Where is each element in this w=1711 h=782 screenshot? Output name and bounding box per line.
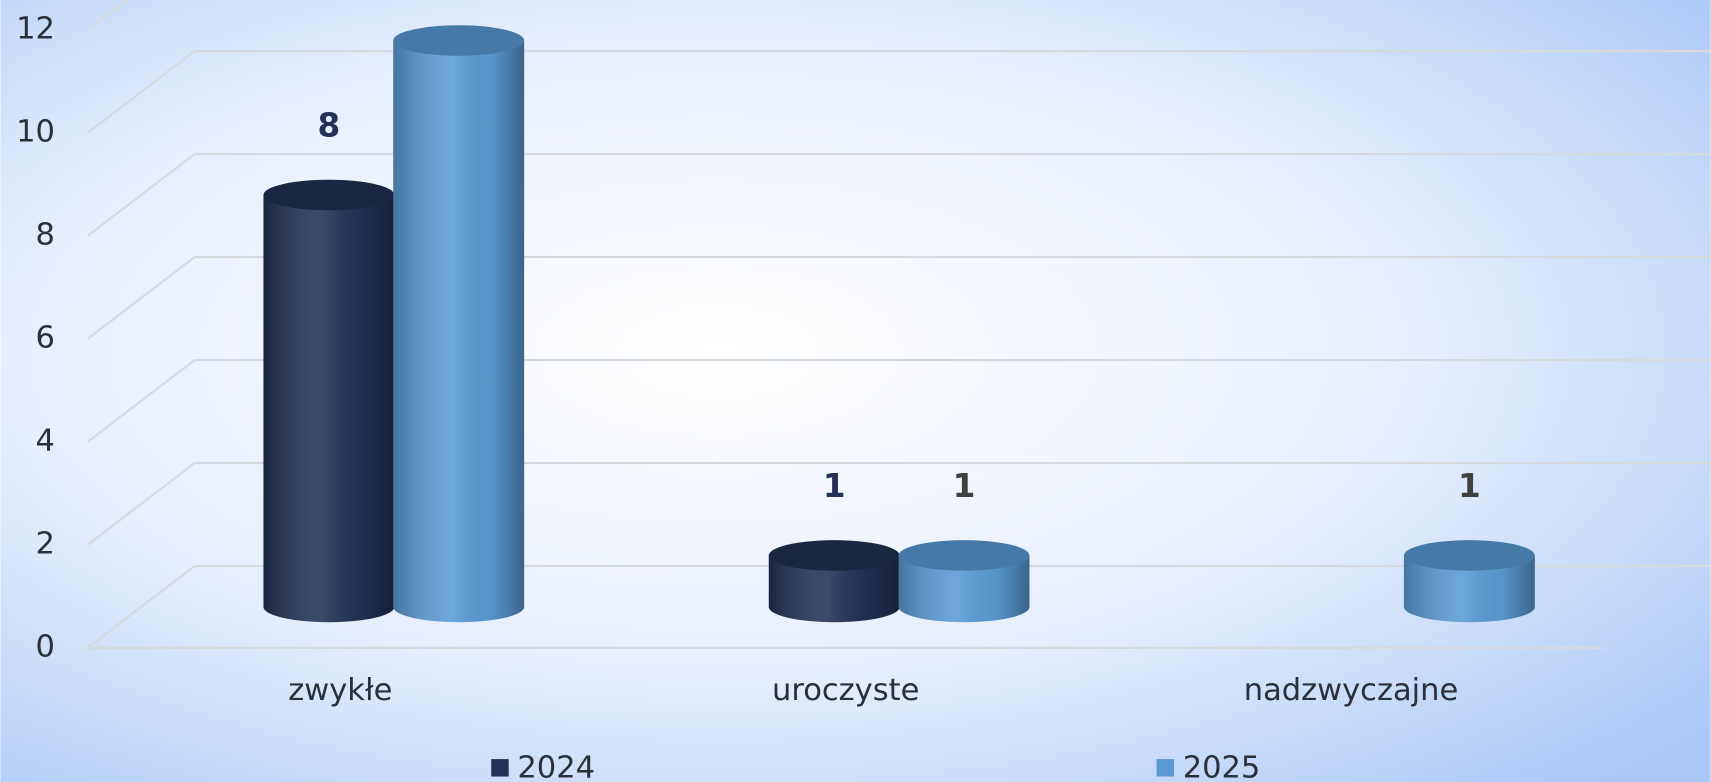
legend-label: 2024 xyxy=(517,750,595,782)
cylinder xyxy=(898,540,1030,623)
legend-swatch xyxy=(491,759,509,777)
legend-label: 2025 xyxy=(1183,750,1261,782)
bar-shade xyxy=(393,40,525,623)
y-tick-label: 10 xyxy=(16,114,55,149)
bar-shade xyxy=(1403,555,1535,623)
bar-top xyxy=(768,540,900,571)
bar-top-shade xyxy=(263,179,395,211)
bar-top xyxy=(263,179,395,211)
data-label: 1 xyxy=(953,467,976,505)
bar-top-shade xyxy=(1403,540,1535,571)
grid-line xyxy=(87,359,196,443)
cylinder xyxy=(768,540,900,623)
bar-top xyxy=(898,540,1030,571)
y-tick-label: 2 xyxy=(36,526,55,561)
x-tick-label: nadzwyczajne xyxy=(1244,673,1459,708)
bar-shade xyxy=(898,555,1030,623)
cylinder xyxy=(1403,540,1535,623)
data-label: 1 xyxy=(1458,467,1481,505)
grid-line xyxy=(87,565,196,649)
bar-top-shade xyxy=(768,540,900,571)
cylinder xyxy=(393,25,525,623)
bar-shade xyxy=(768,555,900,623)
data-label: 1 xyxy=(823,467,846,505)
cylinder xyxy=(263,179,395,623)
legend-swatch xyxy=(1156,759,1174,777)
y-tick-label: 4 xyxy=(36,423,55,458)
y-tick-label: 6 xyxy=(36,320,55,355)
data-label: 8 xyxy=(318,106,341,144)
bar-top-shade xyxy=(898,540,1030,571)
bar-top xyxy=(1403,540,1535,571)
grid-line xyxy=(87,462,196,546)
grid-line xyxy=(87,256,196,340)
grid-line xyxy=(87,50,196,134)
bar-top xyxy=(393,25,525,56)
x-tick-label: uroczyste xyxy=(772,673,919,708)
grid-line xyxy=(87,153,196,237)
bar-top-shade xyxy=(393,25,525,56)
y-tick-label: 0 xyxy=(36,629,55,664)
bar-shade xyxy=(263,194,395,623)
grid-line xyxy=(87,0,129,31)
x-tick-label: zwykłe xyxy=(288,673,392,708)
y-tick-label: 8 xyxy=(36,217,55,252)
y-tick-label: 12 xyxy=(16,11,55,46)
